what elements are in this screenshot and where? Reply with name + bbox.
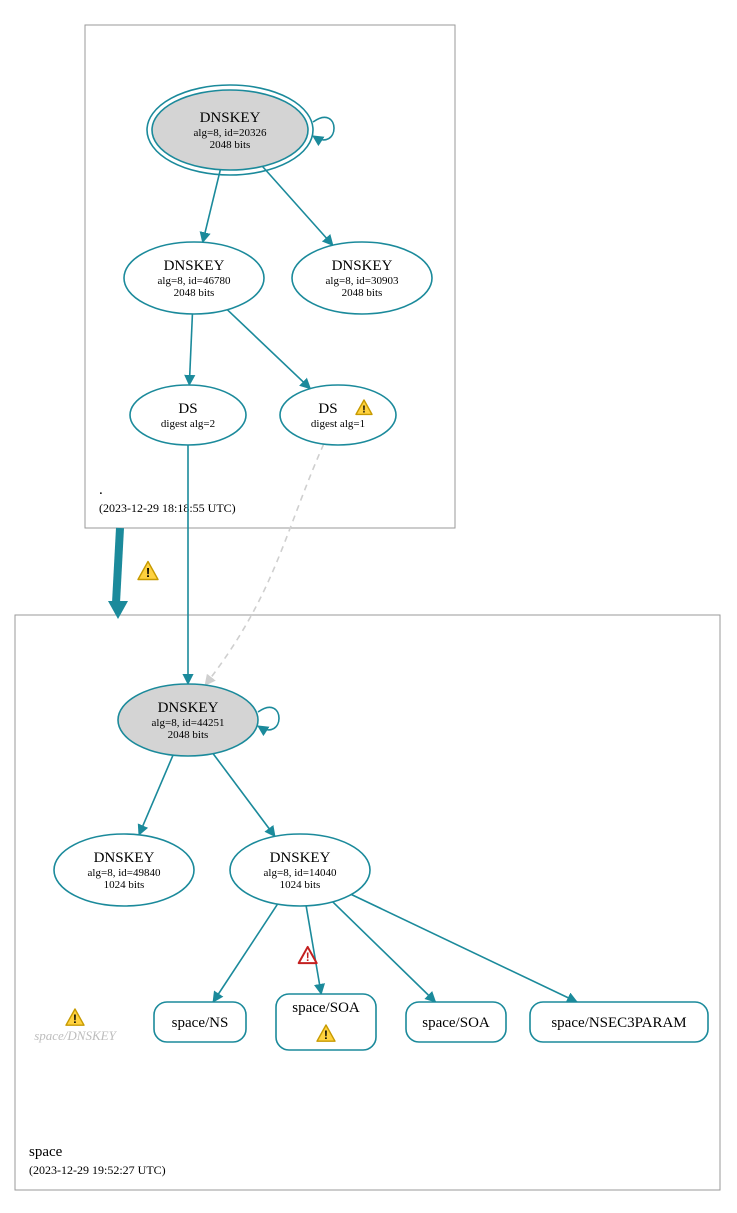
svg-text:alg=8, id=30903: alg=8, id=30903 bbox=[326, 275, 399, 287]
node-k_space_49840: DNSKEYalg=8, id=498401024 bits bbox=[54, 834, 194, 906]
svg-text:!: ! bbox=[146, 565, 150, 580]
svg-text:space/NS: space/NS bbox=[172, 1015, 229, 1031]
svg-text:DS: DS bbox=[178, 401, 197, 417]
svg-text:(2023-12-29 18:18:55 UTC): (2023-12-29 18:18:55 UTC) bbox=[99, 501, 236, 515]
svg-text:!: ! bbox=[73, 1013, 77, 1026]
svg-text:DNSKEY: DNSKEY bbox=[200, 110, 261, 126]
ghost-dnskey: space/DNSKEY! bbox=[34, 1009, 117, 1043]
node-k_space_ksk: DNSKEYalg=8, id=442512048 bits bbox=[118, 684, 279, 756]
svg-text:!: ! bbox=[362, 404, 365, 415]
svg-text:1024 bits: 1024 bits bbox=[104, 879, 145, 891]
svg-text:DNSKEY: DNSKEY bbox=[332, 258, 393, 274]
svg-text:DNSKEY: DNSKEY bbox=[164, 258, 225, 274]
svg-text:space: space bbox=[29, 1144, 63, 1160]
svg-text:DNSKEY: DNSKEY bbox=[94, 850, 155, 866]
svg-text:2048 bits: 2048 bits bbox=[342, 287, 383, 299]
svg-text:digest alg=2: digest alg=2 bbox=[161, 418, 215, 430]
svg-text:digest alg=1: digest alg=1 bbox=[311, 418, 365, 430]
svg-text:1024 bits: 1024 bits bbox=[280, 879, 321, 891]
node-k_space_14040: DNSKEYalg=8, id=140401024 bits bbox=[230, 834, 370, 906]
delegation-arrow: ! bbox=[108, 528, 158, 619]
node-rr_soa_warn: space/SOA! bbox=[276, 994, 376, 1050]
svg-text:DNSKEY: DNSKEY bbox=[158, 700, 219, 716]
node-k_root_ksk: DNSKEYalg=8, id=203262048 bits bbox=[147, 85, 334, 175]
svg-text:.: . bbox=[99, 482, 103, 498]
svg-text:DNSKEY: DNSKEY bbox=[270, 850, 331, 866]
svg-text:alg=8, id=44251: alg=8, id=44251 bbox=[152, 717, 225, 729]
node-rr_nsec3: space/NSEC3PARAM bbox=[530, 1002, 708, 1042]
svg-text:2048 bits: 2048 bits bbox=[210, 139, 251, 151]
svg-text:space/NSEC3PARAM: space/NSEC3PARAM bbox=[551, 1015, 686, 1031]
svg-text:DS: DS bbox=[318, 401, 337, 417]
node-ds_alg2: DSdigest alg=2 bbox=[130, 385, 246, 445]
node-rr_soa: space/SOA bbox=[406, 1002, 506, 1042]
svg-text:2048 bits: 2048 bits bbox=[168, 729, 209, 741]
svg-text:space/SOA: space/SOA bbox=[422, 1015, 490, 1031]
svg-text:!: ! bbox=[306, 951, 310, 964]
svg-text:alg=8, id=49840: alg=8, id=49840 bbox=[88, 867, 161, 879]
svg-text:2048 bits: 2048 bits bbox=[174, 287, 215, 299]
svg-text:space/SOA: space/SOA bbox=[292, 1000, 360, 1016]
svg-text:space/DNSKEY: space/DNSKEY bbox=[34, 1028, 117, 1043]
node-rr_ns: space/NS bbox=[154, 1002, 246, 1042]
svg-text:(2023-12-29 19:52:27 UTC): (2023-12-29 19:52:27 UTC) bbox=[29, 1163, 166, 1177]
svg-text:alg=8, id=20326: alg=8, id=20326 bbox=[194, 127, 267, 139]
node-k_root_46780: DNSKEYalg=8, id=467802048 bits bbox=[124, 242, 264, 314]
node-ds_alg1: DS! digest alg=1 bbox=[280, 385, 396, 445]
svg-text:alg=8, id=46780: alg=8, id=46780 bbox=[158, 275, 231, 287]
warning-icon: ! bbox=[138, 562, 158, 581]
svg-text:alg=8, id=14040: alg=8, id=14040 bbox=[264, 867, 337, 879]
node-k_root_30903: DNSKEYalg=8, id=309032048 bits bbox=[292, 242, 432, 314]
warning-icon: ! bbox=[66, 1009, 84, 1026]
svg-text:!: ! bbox=[324, 1029, 328, 1042]
